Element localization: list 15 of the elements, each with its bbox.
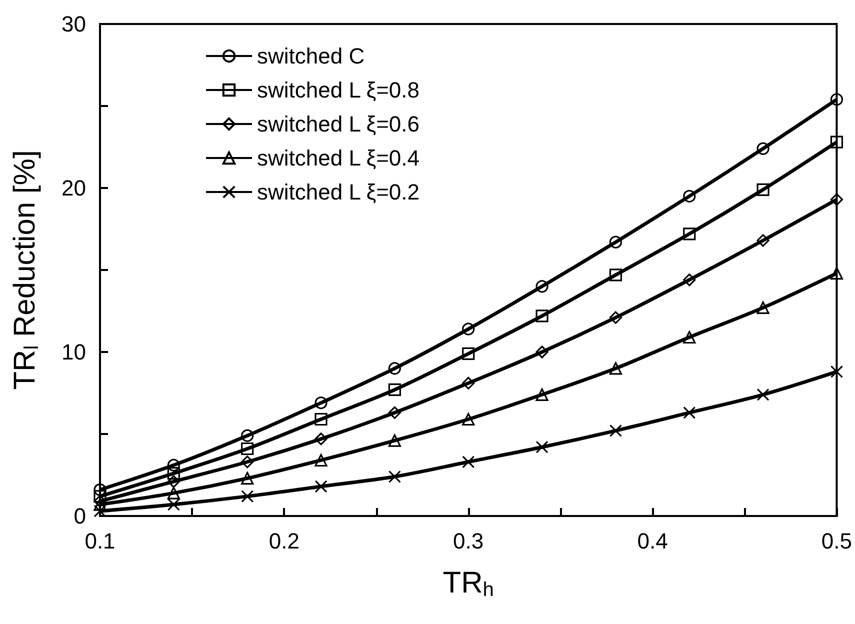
legend-label: switched C [257,44,365,68]
legend-label: switched L ξ=0.8 [257,78,420,102]
y-axis-title: TRl Reduction [%] [8,150,43,390]
y-tick-label: 20 [62,176,86,200]
legend-label: switched L ξ=0.6 [257,112,420,136]
y-tick-label: 30 [62,12,86,36]
x-tick-label: 0.5 [821,528,852,554]
y-tick-label: 0 [74,504,86,528]
legend-label: switched L ξ=0.2 [257,180,420,204]
x-tick-label: 0.4 [637,528,668,554]
y-tick-label: 10 [62,340,86,364]
x-tick-label: 0.1 [84,528,116,554]
x-tick-label: 0.2 [268,528,300,554]
legend-label: switched L ξ=0.4 [257,146,420,170]
x-tick-label: 0.3 [453,528,484,554]
